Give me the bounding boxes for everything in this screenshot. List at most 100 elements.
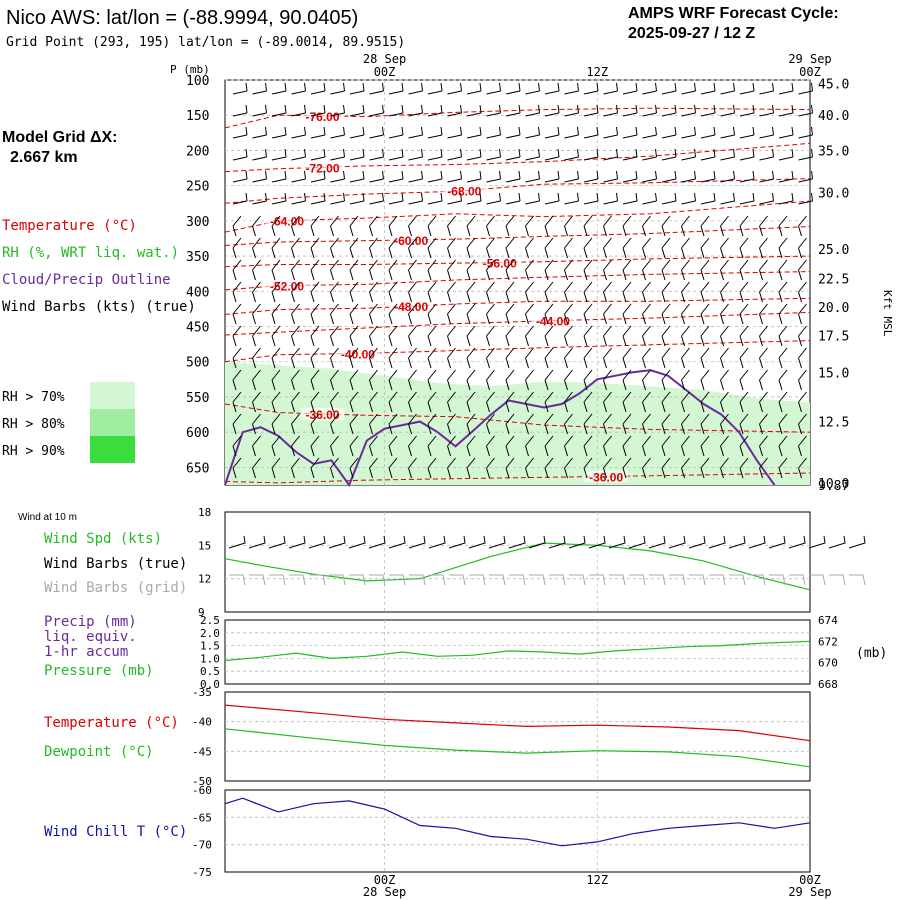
wind-barb [622,148,638,161]
wind-barb [759,237,768,259]
wind-barb [603,435,612,457]
wind-barb [369,457,378,479]
wind-barb [466,237,476,259]
wind-barb [739,369,749,391]
wind-barb [829,574,846,586]
wind-barb [427,435,437,457]
wind-barb [798,435,807,457]
wind-barb [668,535,686,549]
wind-barb [427,369,437,391]
wind-barb [252,237,261,259]
temperature-tick-label: -45 [192,745,212,758]
wind-barb [661,457,671,479]
wind-barb [622,303,632,325]
wind-barb [466,347,476,369]
wind-barb [349,391,359,413]
height-tick-label: 20.0 [818,301,849,316]
wind-barb [505,104,521,117]
wind-barb [564,192,579,205]
wind-barb [466,391,476,413]
wind-barb [798,457,807,479]
wind-barb [308,535,326,549]
wind-barb [252,413,261,435]
contour-label-bg [389,300,434,313]
height-tick-label: 10.0 [818,477,849,492]
temperature-contour [224,107,811,129]
wind-barb [583,215,593,237]
wind-barb [622,259,632,281]
contour-label-bg [530,314,575,327]
wind-barb [349,303,359,325]
wind-barb [544,170,560,183]
wind-barbs-10m-grid [229,574,866,586]
wind-barb [447,104,462,117]
legend-temperature: Temperature (°C) [2,218,137,234]
wind-barb [388,259,398,281]
rh-legend-swatch [90,409,135,436]
wind-barb [778,281,788,303]
wind-barb [271,303,281,325]
wind-barb [661,391,671,413]
wind-barb [681,82,696,95]
wind-barb [427,192,443,205]
wind-barb [778,435,788,457]
wind-barb [310,303,320,325]
bottom-date-label: 29 Sep [788,885,831,899]
wind-barb [349,369,359,391]
wind-barb [271,148,287,161]
wind-barb [232,457,242,479]
wind-barb [720,435,729,457]
wind-barb [544,126,560,139]
wind-barb [466,192,482,205]
wind-barb [778,170,794,183]
wind-barb [583,170,599,183]
wind-barb [291,369,300,391]
wind-barb [486,126,501,139]
wind-barb [778,104,794,117]
wind-barb [388,82,404,95]
wind-barb [486,192,501,205]
wind-barb [809,574,826,586]
wind-barb [544,104,560,117]
wind-barb [661,215,671,237]
wind-barb [428,535,446,549]
wind-barb [388,104,404,117]
wind-barb [429,574,446,586]
wind-barb [700,435,710,457]
wind-barb [469,574,486,586]
wind-barb [720,369,729,391]
wind-barb [447,347,456,369]
wind-barb [368,535,386,549]
wind-barb [544,325,554,347]
wind-barb [349,435,359,457]
wind-barb [748,535,766,549]
wind-barb [330,369,339,391]
wind-barb [232,259,242,281]
wind-barb [369,347,378,369]
wind-barb [661,82,677,95]
wind-barb [369,369,378,391]
wind-barb [759,413,768,435]
wind-barb [583,192,599,205]
wind-barb [348,535,366,549]
wind-barb [544,82,560,95]
wind-barb [271,104,287,117]
wind-barb [681,259,690,281]
wind-barb [688,535,706,549]
temperature-contour [224,200,811,233]
dewpoint-line [224,728,811,768]
height-tick-label: 12.5 [818,416,849,431]
wind-barb [349,259,359,281]
wind-barb [749,574,766,586]
wind-barb [622,347,632,369]
wind-barb [564,303,573,325]
wind-barb [681,281,690,303]
wind-barb [388,281,398,303]
bottom-time-label: 00Z [374,873,396,887]
wind-barb [798,192,813,205]
wind-barb [330,413,339,435]
wind-barb [271,369,281,391]
wind-barb [408,435,417,457]
wind-barb [739,82,755,95]
wind-barb [622,281,632,303]
